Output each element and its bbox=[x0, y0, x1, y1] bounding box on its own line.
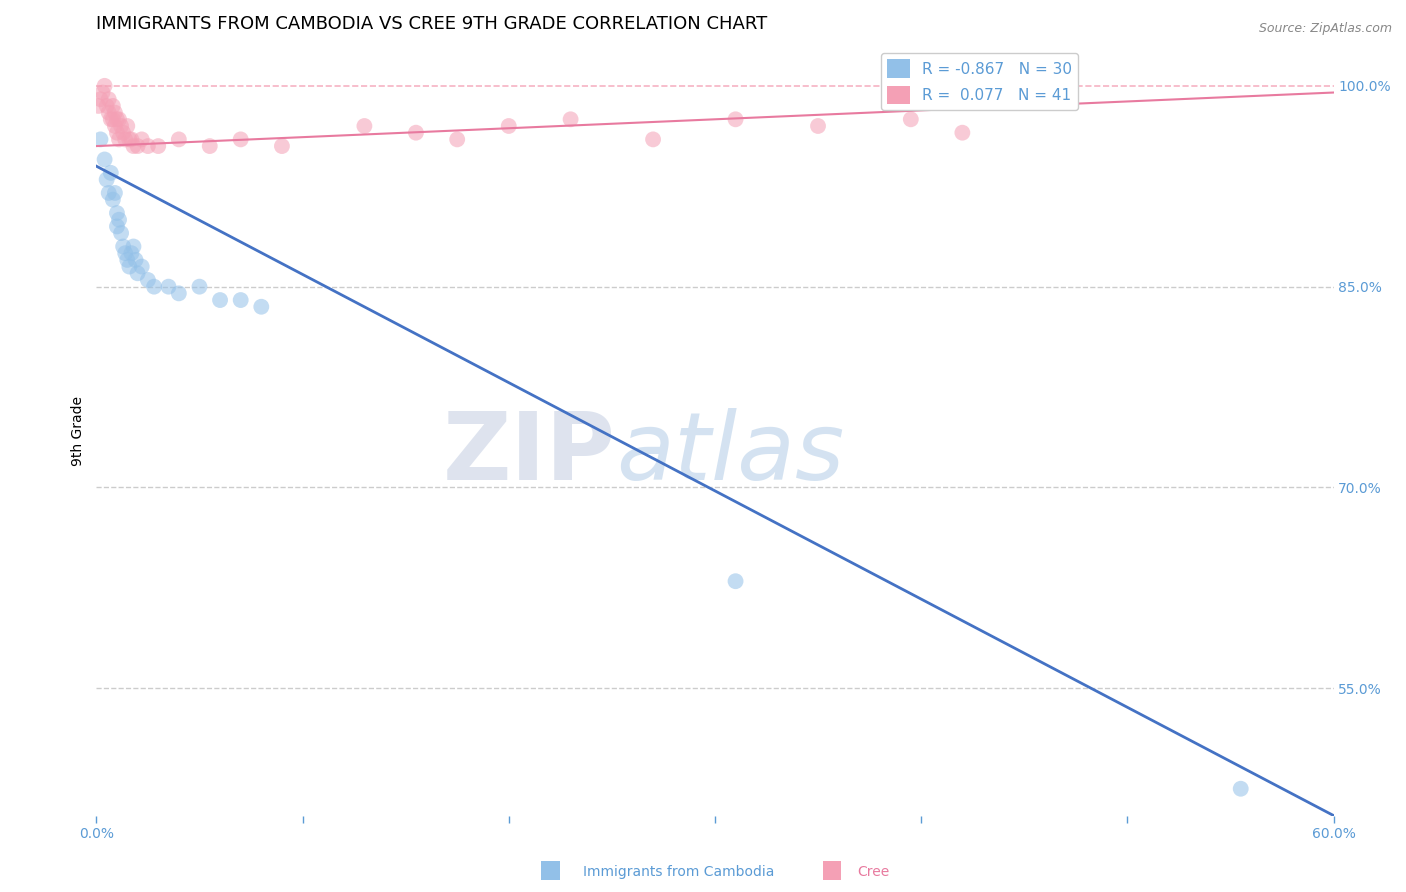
Point bbox=[118, 260, 141, 274]
Point bbox=[96, 172, 118, 186]
Point bbox=[148, 139, 170, 153]
Point bbox=[117, 252, 139, 267]
Point bbox=[198, 139, 221, 153]
Legend: R = -0.867   N = 30, R =  0.077   N = 41: R = -0.867 N = 30, R = 0.077 N = 41 bbox=[882, 54, 1078, 111]
Point bbox=[120, 246, 142, 260]
Point bbox=[117, 119, 139, 133]
Point bbox=[110, 226, 132, 240]
Point bbox=[950, 126, 973, 140]
Point bbox=[560, 112, 582, 127]
Point bbox=[96, 99, 118, 113]
Text: Source: ZipAtlas.com: Source: ZipAtlas.com bbox=[1258, 22, 1392, 36]
Point bbox=[105, 219, 128, 234]
Point bbox=[641, 132, 664, 146]
Text: IMMIGRANTS FROM CAMBODIA VS CREE 9TH GRADE CORRELATION CHART: IMMIGRANTS FROM CAMBODIA VS CREE 9TH GRA… bbox=[97, 15, 768, 33]
Point bbox=[97, 105, 120, 120]
Point bbox=[100, 166, 122, 180]
Point bbox=[108, 212, 131, 227]
Point bbox=[93, 153, 115, 167]
Point bbox=[101, 193, 124, 207]
Point bbox=[353, 119, 375, 133]
Point bbox=[108, 132, 131, 146]
Point bbox=[127, 266, 149, 280]
Point bbox=[167, 286, 190, 301]
Point bbox=[122, 139, 145, 153]
Point bbox=[108, 112, 131, 127]
Point bbox=[157, 279, 180, 293]
Point bbox=[1229, 781, 1251, 796]
Point bbox=[93, 78, 115, 93]
Point bbox=[89, 132, 111, 146]
Point bbox=[131, 260, 153, 274]
Point bbox=[900, 112, 922, 127]
Point bbox=[136, 273, 159, 287]
Point bbox=[118, 132, 141, 146]
Point bbox=[498, 119, 520, 133]
Point bbox=[131, 132, 153, 146]
Point bbox=[143, 279, 166, 293]
Point bbox=[110, 119, 132, 133]
Point bbox=[104, 186, 127, 200]
Point bbox=[101, 112, 124, 127]
Point bbox=[136, 139, 159, 153]
Point bbox=[271, 139, 294, 153]
Point bbox=[100, 112, 122, 127]
Point bbox=[97, 92, 120, 106]
Point bbox=[250, 300, 273, 314]
Point bbox=[104, 119, 127, 133]
Point bbox=[229, 132, 252, 146]
Point bbox=[114, 132, 136, 146]
Point bbox=[405, 126, 427, 140]
Point bbox=[87, 99, 110, 113]
Point bbox=[91, 86, 114, 100]
Point bbox=[127, 139, 149, 153]
Point bbox=[120, 132, 142, 146]
Point bbox=[104, 105, 127, 120]
Point bbox=[446, 132, 468, 146]
Text: Cree: Cree bbox=[858, 865, 890, 880]
Point bbox=[105, 112, 128, 127]
Point bbox=[724, 574, 747, 589]
Point bbox=[105, 126, 128, 140]
Point bbox=[209, 293, 232, 307]
Point bbox=[112, 239, 135, 253]
Point bbox=[167, 132, 190, 146]
Point bbox=[97, 186, 120, 200]
Point bbox=[229, 293, 252, 307]
Point bbox=[89, 92, 111, 106]
Point bbox=[188, 279, 211, 293]
Text: ZIP: ZIP bbox=[443, 408, 616, 500]
Text: Immigrants from Cambodia: Immigrants from Cambodia bbox=[583, 865, 775, 880]
Point bbox=[724, 112, 747, 127]
Point bbox=[122, 239, 145, 253]
Point bbox=[114, 246, 136, 260]
Y-axis label: 9th Grade: 9th Grade bbox=[72, 395, 86, 466]
Point bbox=[807, 119, 830, 133]
Point bbox=[101, 99, 124, 113]
Text: atlas: atlas bbox=[616, 409, 844, 500]
Point bbox=[105, 206, 128, 220]
Point bbox=[112, 126, 135, 140]
Point bbox=[124, 252, 146, 267]
